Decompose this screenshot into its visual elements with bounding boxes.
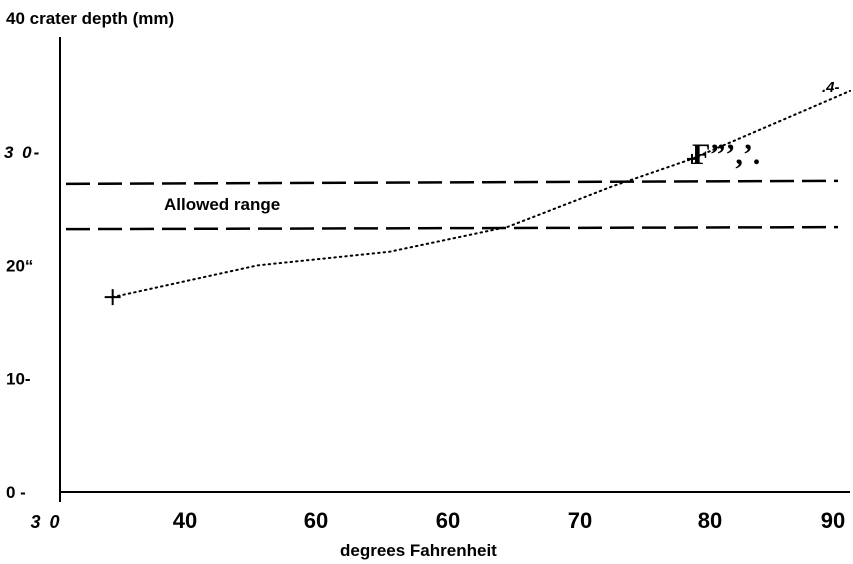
- line-end-annotation: .4-: [822, 79, 840, 96]
- y-tick-label: 20“: [6, 256, 33, 275]
- x-tick-label: 60: [436, 508, 460, 533]
- x-axis-ticks: 3 0 40 60 60 70 80 90: [30, 492, 845, 533]
- x-tick-label: 3 0: [30, 512, 61, 532]
- x-tick-label: 80: [698, 508, 722, 533]
- x-tick-label: 60: [304, 508, 328, 533]
- point-annotation: F”’,’.: [692, 138, 760, 171]
- allowed-range-upper-line: [65, 179, 839, 186]
- x-tick-label: 90: [821, 508, 845, 533]
- y-tick-label: 10-: [6, 370, 31, 389]
- x-axis-label: degrees Fahrenheit: [340, 541, 497, 560]
- chart-title: 40 crater depth (mm): [6, 9, 174, 28]
- y-tick-label: 0 -: [6, 483, 26, 502]
- allowed-range-lower-line: [65, 225, 839, 231]
- y-tick-label: 3 0-: [4, 143, 41, 162]
- y-axis-ticks: 0 - 10- 20“ 3 0-: [4, 143, 41, 502]
- series-layer: [104, 89, 851, 306]
- series-line: [111, 89, 851, 299]
- allowed-range-label: Allowed range: [164, 195, 280, 214]
- x-tick-label: 40: [173, 508, 197, 533]
- x-tick-label: 70: [568, 508, 592, 533]
